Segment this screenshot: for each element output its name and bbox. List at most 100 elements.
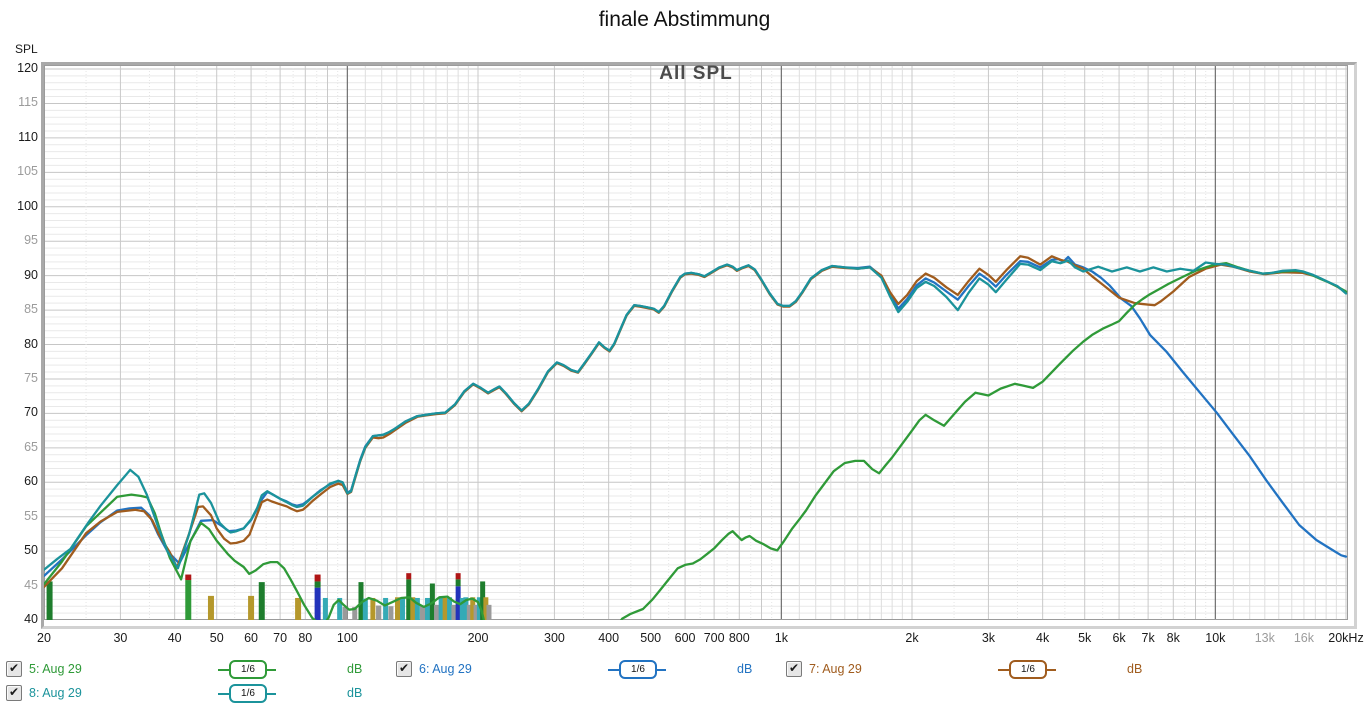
page-title: finale Abstimmung — [598, 8, 771, 31]
measurement-visibility-checkbox[interactable]: ✔ — [6, 661, 22, 677]
y-tick-label: 95 — [24, 233, 38, 248]
spectrum-bar — [451, 604, 457, 620]
spectrum-bar — [438, 597, 444, 620]
unit-label: dB — [347, 662, 363, 676]
spl-chart-canvas[interactable] — [44, 65, 1348, 620]
measurement-label: 6: Aug 29 — [419, 662, 472, 676]
smoothing-selector[interactable]: 1/6 — [1009, 660, 1047, 679]
measurement-label: 8: Aug 29 — [29, 686, 82, 700]
x-tick-label: 50 — [209, 631, 224, 645]
plot-frame — [41, 62, 1357, 629]
x-tick-label: 2k — [905, 631, 919, 645]
spectrum-bar — [314, 587, 321, 620]
spectrum-bar — [442, 597, 448, 620]
spectrum-bar — [362, 598, 368, 620]
y-tick-label: 70 — [24, 405, 38, 420]
legend-entry-8: ✔ 8: Aug 29 1/6 dB — [6, 684, 386, 705]
x-tick-label: 5k — [1078, 631, 1092, 645]
y-tick-label: 60 — [24, 474, 38, 489]
smoothing-selector[interactable]: 1/6 — [229, 660, 267, 679]
measurement-visibility-checkbox[interactable]: ✔ — [786, 661, 802, 677]
measurement-visibility-checkbox[interactable]: ✔ — [6, 685, 22, 701]
x-tick-label: 8k — [1166, 631, 1180, 645]
x-tick-label: 3k — [981, 631, 996, 645]
x-tick-label: 1k — [774, 631, 788, 645]
spectrum-bar — [455, 579, 461, 587]
spectrum-bar — [459, 597, 465, 620]
spl-curve-8 — [44, 259, 1348, 571]
smoothing-selector[interactable]: 1/6 — [229, 684, 267, 703]
x-tick-label: 7k — [1141, 631, 1155, 645]
x-tick-label: 300 — [543, 631, 565, 645]
spectrum-bar — [185, 580, 192, 620]
y-axis-title: SPL — [15, 42, 38, 56]
x-tick-label: 16k — [1293, 631, 1315, 645]
x-tick-label: 60 — [244, 631, 259, 645]
spectrum-bar — [314, 581, 321, 588]
spectrum-bar — [486, 604, 492, 620]
y-tick-label: 50 — [24, 543, 38, 558]
measurement-label: 5: Aug 29 — [29, 662, 82, 676]
plot-heading: All SPL — [659, 63, 733, 84]
y-tick-label: 45 — [24, 577, 38, 592]
spectrum-bar — [400, 597, 406, 620]
x-tick-label: 6k — [1112, 631, 1126, 645]
y-tick-label: 110 — [18, 129, 38, 144]
y-tick-label: 40 — [24, 612, 38, 626]
x-tick-label: 40 — [167, 631, 182, 645]
x-tick-label: 20 — [37, 631, 51, 645]
legend-entry-5: ✔ 5: Aug 29 1/6 dB — [6, 660, 386, 681]
spectrum-bar — [463, 597, 469, 620]
x-tick-label: 30 — [113, 631, 128, 645]
unit-label: dB — [1127, 662, 1143, 676]
y-tick-label: 55 — [24, 508, 38, 523]
spectrum-bar — [420, 605, 426, 620]
spectrum-bar — [414, 597, 420, 620]
x-tick-label: 200 — [467, 631, 489, 645]
spectrum-bar — [342, 606, 348, 620]
plot-border — [44, 65, 1348, 620]
y-tick-label: 85 — [24, 302, 38, 317]
legend-entry-7: ✔ 7: Aug 29 1/6 dB — [786, 660, 1166, 681]
x-tick-label: 13k — [1254, 631, 1275, 645]
spectrum-bar — [406, 579, 412, 620]
spectrum-bar — [406, 573, 412, 580]
smoothing-selector[interactable]: 1/6 — [619, 660, 657, 679]
y-tick-label: 80 — [24, 336, 38, 351]
y-tick-label: 100 — [17, 198, 38, 213]
measurement-visibility-checkbox[interactable]: ✔ — [396, 661, 412, 677]
y-tick-label: 75 — [24, 370, 38, 385]
x-tick-label: 100 — [336, 631, 358, 645]
x-tick-label: 4k — [1036, 631, 1050, 645]
spectrum-bar — [434, 604, 440, 620]
y-tick-label: 120 — [17, 61, 38, 75]
spectrum-bar — [473, 604, 479, 620]
x-tick-label: 800 — [728, 631, 750, 645]
spectrum-bar — [370, 597, 376, 620]
spectrum-bar — [410, 597, 416, 620]
x-tick-label: 500 — [640, 631, 662, 645]
spectrum-bar — [425, 597, 431, 620]
spectrum-bar — [395, 597, 401, 620]
spectrum-bar — [470, 597, 476, 620]
x-tick-label: 700 — [703, 631, 725, 645]
y-tick-label: 115 — [18, 95, 38, 110]
spectrum-bar — [352, 606, 358, 620]
spectrum-bar — [207, 595, 214, 620]
y-tick-label: 90 — [24, 267, 38, 282]
spectrum-bar — [248, 595, 255, 620]
spectrum-bar — [337, 597, 343, 620]
spectrum-bar — [314, 574, 321, 582]
x-tick-label: 20kHz — [1328, 631, 1364, 645]
spectrum-bar — [476, 597, 482, 620]
legend-entry-6: ✔ 6: Aug 29 1/6 dB — [396, 660, 776, 681]
x-tick-label: 70 — [273, 631, 288, 645]
spectrum-bar — [455, 573, 461, 580]
unit-label: dB — [347, 686, 363, 700]
spectrum-bar — [447, 597, 453, 620]
y-tick-label: 105 — [17, 164, 38, 179]
spectrum-bar — [185, 574, 192, 581]
x-tick-label: 10k — [1205, 631, 1226, 645]
spectrum-bar — [258, 582, 265, 620]
